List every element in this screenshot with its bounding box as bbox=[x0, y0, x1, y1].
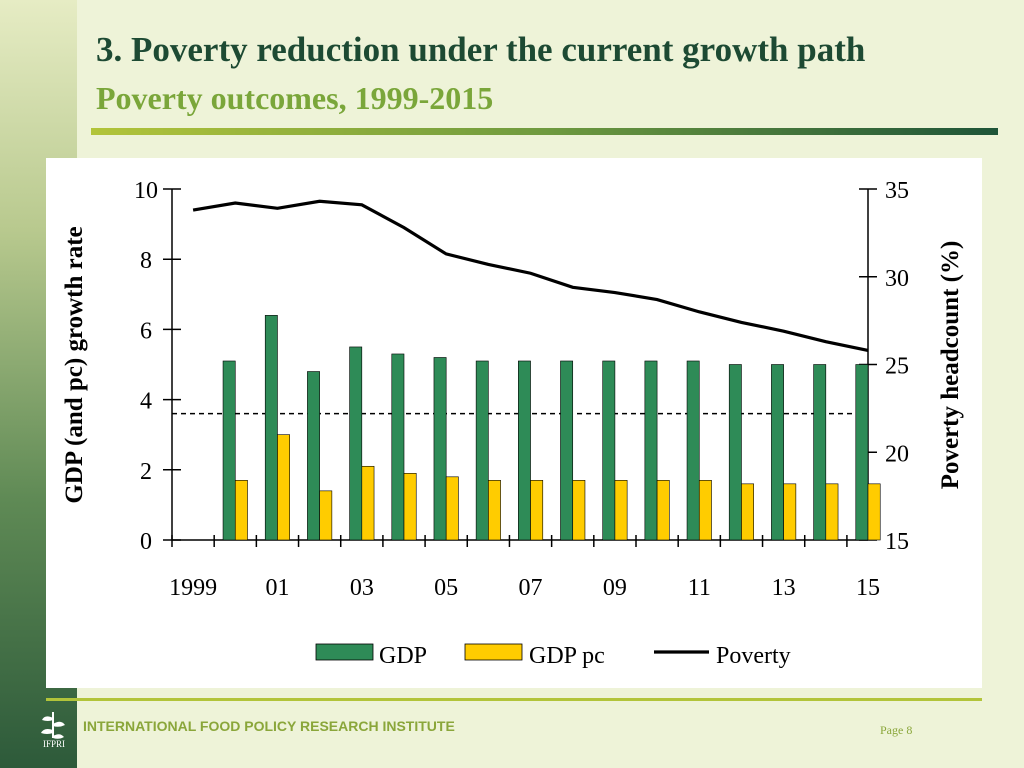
gdp-pc-bar bbox=[698, 480, 712, 541]
gdp-bar bbox=[349, 346, 363, 541]
gdp-pc-bar bbox=[361, 465, 375, 541]
right-axis-tick-label: 20 bbox=[885, 441, 909, 467]
gdp-bar bbox=[771, 364, 784, 541]
gdp-bar bbox=[813, 364, 827, 541]
right-axis-tick-label: 35 bbox=[885, 178, 909, 204]
gdp-pc-bar bbox=[488, 480, 501, 541]
x-axis-tick-label: 15 bbox=[856, 575, 880, 601]
right-axis-tick-label: 30 bbox=[885, 266, 909, 292]
footer-divider bbox=[46, 698, 982, 701]
gdp-bar bbox=[222, 360, 236, 541]
gdp-bar bbox=[602, 360, 616, 541]
gdp-pc-bar bbox=[234, 480, 248, 541]
poverty-line bbox=[192, 199, 869, 353]
x-axis-tick-label: 01 bbox=[265, 575, 289, 601]
x-axis-tick-label: 05 bbox=[434, 575, 458, 601]
slide-title: 3. Poverty reduction under the current g… bbox=[96, 30, 866, 69]
gdp-pc-bar bbox=[277, 434, 290, 541]
gdp-pc-bar bbox=[741, 483, 754, 541]
left-axis-tick-label: 10 bbox=[134, 178, 158, 204]
x-axis-tick-label: 1999 bbox=[169, 575, 217, 601]
left-axis-tick-label: 8 bbox=[140, 248, 152, 274]
gdp-pc-bar bbox=[783, 483, 797, 541]
gdp-bar bbox=[644, 360, 658, 541]
right-axis-tick-label: 15 bbox=[885, 529, 909, 555]
x-axis-tick-label: 03 bbox=[350, 575, 374, 601]
left-axis-tick-label: 6 bbox=[140, 318, 152, 344]
ifpri-logo-icon bbox=[41, 712, 65, 739]
gdp-bar bbox=[560, 360, 574, 541]
slide-subtitle: Poverty outcomes, 1999-2015 bbox=[96, 80, 494, 116]
chart-panel: 0 2 4 6 8 10 15 20 25 30 35 1999 01 03 05 07 09 11 13 15 GDP… bbox=[46, 158, 982, 688]
logo-wordmark: IFPRI bbox=[42, 739, 65, 749]
legend-poverty-label: Poverty bbox=[716, 643, 791, 669]
x-axis-tick-label: 09 bbox=[603, 575, 627, 601]
gdp-bar bbox=[728, 364, 742, 541]
footer-institute-name: INTERNATIONAL FOOD POLICY RESEARCH INSTI… bbox=[83, 718, 455, 734]
gdp-pc-bar bbox=[656, 480, 670, 541]
gdp-pc-bar bbox=[530, 480, 544, 541]
legend-gdp-pc-label: GDP pc bbox=[529, 643, 605, 669]
right-axis-title: Poverty headcount (%) bbox=[937, 241, 964, 490]
gdp-pc-bar bbox=[614, 480, 628, 541]
left-axis-tick-label: 0 bbox=[140, 529, 152, 555]
gdp-bar bbox=[264, 315, 278, 541]
right-axis-tick-label: 25 bbox=[885, 354, 909, 380]
left-axis-tick-label: 2 bbox=[140, 459, 152, 485]
legend-gdp-pc-swatch bbox=[464, 643, 523, 661]
gdp-pc-bar bbox=[445, 476, 459, 541]
gdp-pc-bar bbox=[867, 483, 881, 541]
x-axis-tick-label: 13 bbox=[772, 575, 796, 601]
legend-gdp-label: GDP bbox=[379, 643, 427, 669]
legend-gdp-swatch bbox=[315, 643, 374, 661]
gdp-bar bbox=[518, 360, 531, 541]
gdp-pc-bar bbox=[403, 473, 417, 541]
gdp-pc-bar bbox=[825, 483, 839, 541]
gdp-bar bbox=[475, 360, 489, 541]
page-number: Page 8 bbox=[880, 723, 913, 737]
gdp-pc-bar bbox=[319, 490, 333, 541]
gdp-bar bbox=[686, 360, 700, 541]
gdp-bar bbox=[307, 371, 320, 541]
gdp-bar bbox=[433, 357, 447, 541]
title-divider bbox=[91, 128, 998, 135]
gdp-pc-bar bbox=[572, 480, 586, 541]
x-axis-tick-label: 07 bbox=[519, 575, 543, 601]
poverty-chart: 0 2 4 6 8 10 15 20 25 30 35 1999 01 03 05 07 09 11 13 15 GDP… bbox=[61, 178, 964, 669]
x-axis-tick-label: 11 bbox=[688, 575, 711, 601]
left-axis-tick-label: 4 bbox=[140, 389, 152, 415]
left-axis-title: GDP (and pc) growth rate bbox=[61, 226, 88, 503]
gdp-bar bbox=[855, 364, 869, 541]
gdp-bar bbox=[391, 353, 405, 541]
